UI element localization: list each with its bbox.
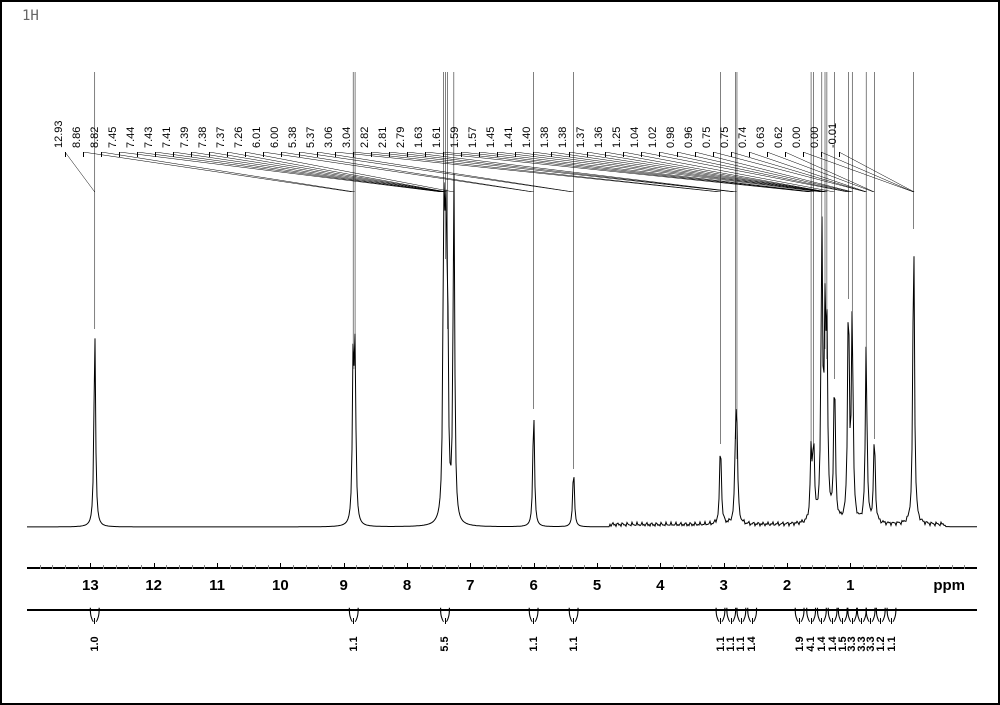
peak-label: 7.43 — [143, 127, 155, 148]
integral: ⎝⎠1.0 — [84, 612, 106, 650]
peak-label: 2.82 — [359, 127, 371, 148]
peak-label: 7.41 — [161, 127, 173, 148]
peak-label: 3.04 — [341, 127, 353, 148]
integral: ⎝⎠1.1 — [523, 612, 545, 650]
peak-leader-lines — [27, 152, 977, 192]
integral: ⎝⎠1.4 — [741, 612, 763, 650]
peak-label: 0.96 — [683, 127, 695, 148]
peak-label: 1.37 — [575, 127, 587, 148]
axis-tick-label: 2 — [783, 577, 791, 594]
peak-label: 12.93 — [53, 120, 65, 148]
peak-label: 0.00 — [809, 127, 821, 148]
peak-label: 1.04 — [629, 127, 641, 148]
axis-tick-label: 13 — [82, 577, 99, 594]
peak-label: 5.38 — [287, 127, 299, 148]
peak-label: 0.00 — [791, 127, 803, 148]
axis-tick-label: 5 — [593, 577, 601, 594]
peak-label: 7.39 — [179, 127, 191, 148]
axis-tick-label: 1 — [846, 577, 854, 594]
ppm-axis: ppm 13 12 11 10 9 8 7 6 5 4 3 2 1 — [27, 567, 977, 611]
integral: ⎝⎠1.1 — [563, 612, 585, 650]
peak-label: 1.61 — [431, 127, 443, 148]
peak-label: 1.45 — [485, 127, 497, 148]
peak-label: 6.01 — [251, 127, 263, 148]
peak-label: 1.40 — [521, 127, 533, 148]
peak-label: -0.01 — [827, 123, 839, 148]
peak-label: 0.62 — [773, 127, 785, 148]
axis-tick-label: 11 — [209, 577, 225, 594]
axis-tick-label: 10 — [272, 577, 289, 594]
peak-label: 0.74 — [737, 127, 749, 148]
peak-label: 7.26 — [233, 127, 245, 148]
peak-label: 1.02 — [647, 127, 659, 148]
axis-tick-label: 3 — [719, 577, 727, 594]
peak-label: 1.38 — [557, 127, 569, 148]
peak-label: 8.86 — [71, 127, 83, 148]
peak-label: 0.98 — [665, 127, 677, 148]
axis-unit-label: ppm — [933, 577, 965, 594]
peak-label: 1.41 — [503, 127, 515, 148]
integral: ⎝⎠1.1 — [343, 612, 365, 650]
peak-label: 2.79 — [395, 127, 407, 148]
peak-label: 1.63 — [413, 127, 425, 148]
peak-label: 6.00 — [269, 127, 281, 148]
peak-label-strip: 12.93 8.86 8.82 7.45 7.44 7.43 7.41 7.39 7.38 7.3… — [27, 32, 977, 152]
peak-label: 0.75 — [701, 127, 713, 148]
axis-tick-label: 12 — [145, 577, 162, 594]
peak-label: 1.38 — [539, 127, 551, 148]
axis-tick-label: 4 — [656, 577, 664, 594]
spectrum-title: 1H — [22, 8, 39, 24]
axis-tick-label: 8 — [403, 577, 411, 594]
peak-label: 8.82 — [89, 127, 101, 148]
axis-tick-label: 9 — [339, 577, 347, 594]
peak-label: 7.45 — [107, 127, 119, 148]
peak-label: 1.57 — [467, 127, 479, 148]
peak-label: 1.36 — [593, 127, 605, 148]
peak-label: 7.38 — [197, 127, 209, 148]
peak-label: 3.06 — [323, 127, 335, 148]
integral-strip: ⎝⎠1.0⎝⎠1.1⎝⎠5.5⎝⎠1.1⎝⎠1.1⎝⎠1.1⎝⎠1.1⎝⎠1.1… — [27, 612, 977, 682]
peak-label: 0.63 — [755, 127, 767, 148]
integral: ⎝⎠1.1 — [881, 612, 903, 650]
peak-label: 7.44 — [125, 127, 137, 148]
peak-label: 0.75 — [719, 127, 731, 148]
peak-label: 5.37 — [305, 127, 317, 148]
peak-label: 2.81 — [377, 127, 389, 148]
axis-tick-label: 7 — [466, 577, 474, 594]
integral: ⎝⎠5.5 — [434, 612, 456, 650]
peak-label: 1.25 — [611, 127, 623, 148]
axis-tick-label: 6 — [529, 577, 537, 594]
peak-label: 7.37 — [215, 127, 227, 148]
peak-label: 1.59 — [449, 127, 461, 148]
